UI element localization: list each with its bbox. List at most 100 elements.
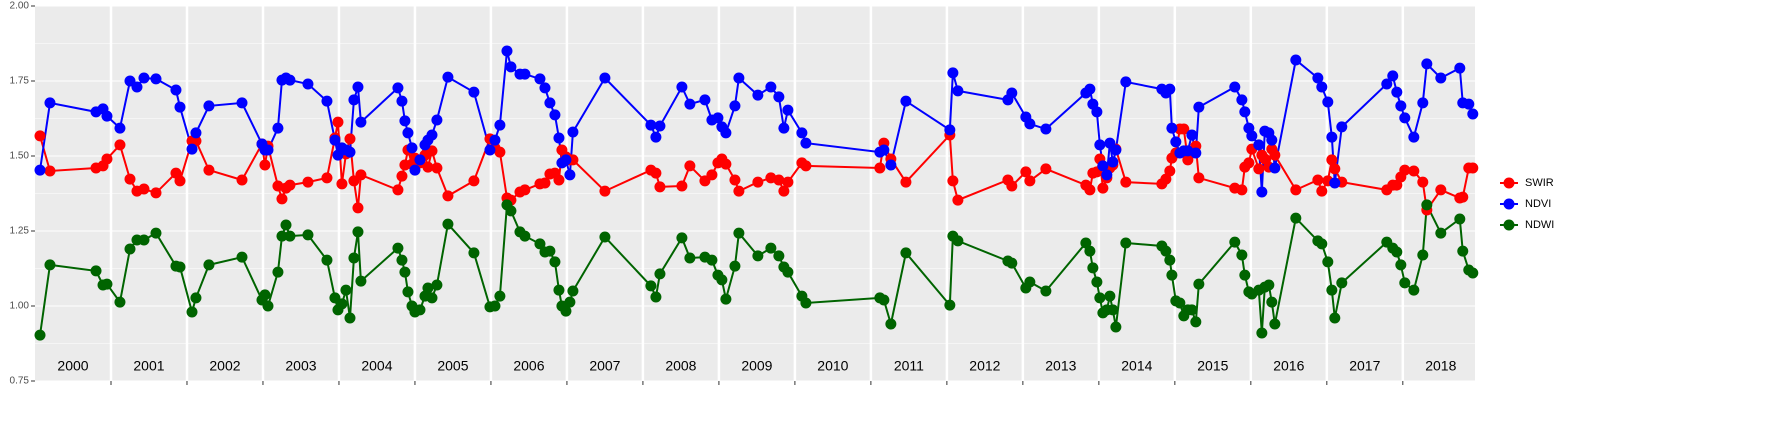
data-point [544, 245, 556, 257]
data-point [1040, 123, 1052, 135]
data-point [302, 229, 314, 241]
data-point [138, 72, 150, 84]
data-point [878, 144, 890, 156]
legend-marker [1503, 198, 1515, 210]
year-label: 2002 [209, 358, 240, 374]
data-point [676, 81, 688, 93]
data-point [1084, 245, 1096, 257]
data-point [344, 312, 356, 324]
data-point [1326, 154, 1338, 166]
data-point [34, 329, 46, 341]
data-point [402, 286, 414, 298]
year-label: 2008 [665, 358, 696, 374]
data-point [402, 127, 414, 139]
data-point [654, 120, 666, 132]
data-point [494, 290, 506, 302]
legend-label: NDWI [1525, 219, 1554, 231]
data-point [684, 252, 696, 264]
data-point [101, 110, 113, 122]
data-point [733, 72, 745, 84]
data-point [186, 306, 198, 318]
data-point [44, 165, 56, 177]
data-point [1290, 184, 1302, 196]
data-point [484, 144, 496, 156]
data-point [344, 146, 356, 158]
data-point [355, 116, 367, 128]
data-point [124, 243, 136, 255]
data-point [1435, 72, 1447, 84]
legend-marker [1503, 219, 1515, 231]
data-point [1006, 180, 1018, 192]
data-point [1166, 122, 1178, 134]
data-point [150, 227, 162, 239]
data-point [729, 174, 741, 186]
data-point [392, 184, 404, 196]
data-point [1091, 106, 1103, 118]
year-label: 2011 [894, 358, 924, 374]
data-point [676, 180, 688, 192]
data-point [684, 98, 696, 110]
data-point [773, 250, 785, 262]
data-point [1256, 186, 1268, 198]
data-point [236, 251, 248, 263]
data-point [396, 170, 408, 182]
data-point [564, 296, 576, 308]
data-point [900, 176, 912, 188]
legend-label: SWIR [1525, 177, 1554, 189]
data-point [765, 81, 777, 93]
data-point [773, 91, 785, 103]
data-point [276, 230, 288, 242]
data-point [1236, 184, 1248, 196]
data-point [44, 259, 56, 271]
data-point [720, 127, 732, 139]
data-point [1312, 174, 1324, 186]
data-point [396, 95, 408, 107]
data-point [1408, 165, 1420, 177]
data-point [1170, 136, 1182, 148]
data-point [302, 176, 314, 188]
data-point [599, 185, 611, 197]
data-point [1391, 179, 1403, 191]
data-point [778, 122, 790, 134]
data-point [1110, 321, 1122, 333]
year-label: 2003 [285, 358, 316, 374]
data-point [174, 261, 186, 273]
data-point [773, 174, 785, 186]
data-point [1457, 191, 1469, 203]
data-point [352, 202, 364, 214]
data-point [654, 181, 666, 193]
data-point [706, 254, 718, 266]
data-point [560, 305, 572, 317]
data-point [1253, 163, 1265, 175]
data-point [900, 247, 912, 259]
data-point [501, 45, 513, 57]
data-point [422, 161, 434, 173]
data-point [262, 300, 274, 312]
data-point [1006, 257, 1018, 269]
data-point [1256, 327, 1268, 339]
data-point [1417, 97, 1429, 109]
year-label: 2009 [741, 358, 772, 374]
year-label: 2013 [1045, 358, 1076, 374]
data-point [1329, 163, 1341, 175]
data-point [302, 78, 314, 90]
data-point [539, 82, 551, 94]
data-point [34, 130, 46, 142]
data-point [321, 172, 333, 184]
data-point [284, 74, 296, 86]
data-point [519, 184, 531, 196]
data-point [1454, 62, 1466, 74]
data-point [1421, 58, 1433, 70]
data-point [1316, 81, 1328, 93]
data-point [1080, 237, 1092, 249]
year-label: 2014 [1121, 358, 1152, 374]
data-point [1457, 245, 1469, 257]
data-point [174, 101, 186, 113]
legend-marker [1503, 177, 1515, 189]
data-point [1316, 238, 1328, 250]
data-point [1110, 144, 1122, 156]
data-point [1020, 166, 1032, 178]
data-point [947, 175, 959, 187]
data-point [150, 73, 162, 85]
data-point [124, 173, 136, 185]
